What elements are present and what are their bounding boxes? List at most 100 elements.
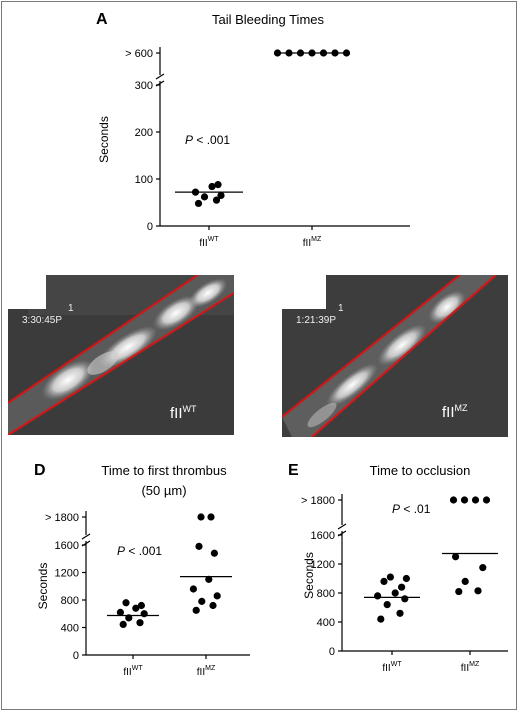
data-point-e-s1 bbox=[452, 553, 460, 561]
data-point-e-s0 bbox=[377, 615, 385, 623]
y-tick-label: 400 bbox=[317, 617, 335, 629]
p-value-annotation: P < .001 bbox=[117, 544, 162, 558]
micrograph-b: 1 3:30:45P fIIWT bbox=[8, 275, 234, 435]
data-point-e-s0 bbox=[391, 589, 399, 597]
data-point-a-s1 bbox=[342, 49, 351, 57]
y-axis-label: Seconds bbox=[302, 552, 316, 599]
data-point-e-s1 bbox=[479, 564, 487, 572]
data-point-a-s1 bbox=[273, 49, 282, 57]
x-tick-label: fIIMZ bbox=[461, 661, 480, 674]
data-point-e-s1 bbox=[482, 496, 491, 504]
panel-label-a: A bbox=[96, 11, 108, 28]
data-point-d-s0 bbox=[137, 601, 145, 610]
data-point-d-s0 bbox=[119, 620, 127, 629]
data-point-e-s1 bbox=[460, 496, 469, 504]
chart-d-plot: 0 400 800 1200 1600 > 1800 Seconds fIIWT fIIMZ P … bbox=[36, 511, 250, 678]
data-point-d-s1 bbox=[198, 597, 206, 605]
data-point-e-s1 bbox=[455, 587, 463, 596]
data-point-a-s0 bbox=[200, 193, 209, 201]
data-point-d-s1 bbox=[207, 513, 215, 521]
data-point-d-s1 bbox=[195, 542, 203, 550]
micrograph-c: 1 1:21:39P fIIMZ bbox=[282, 275, 508, 437]
data-point-a-s0 bbox=[194, 199, 203, 208]
p-value-annotation: P < .01 bbox=[392, 502, 431, 516]
data-point-e-s0 bbox=[380, 577, 388, 585]
data-point-d-s1 bbox=[192, 606, 200, 614]
data-point-e-s0 bbox=[374, 592, 382, 600]
chart-d-title: Time to first thrombus bbox=[101, 463, 227, 478]
y-tick-label: 800 bbox=[61, 595, 79, 607]
data-point-d-s1 bbox=[209, 601, 217, 610]
y-tick-label-capped: > 600 bbox=[125, 48, 153, 60]
chart-a-plot: 0 100 200 300 > 600 Seconds fIIWT fIIMZ P < .001 bbox=[97, 47, 410, 249]
timestamp-b-line2: 3:30:45P bbox=[22, 315, 62, 326]
data-point-d-s0 bbox=[136, 619, 144, 627]
data-point-d-s0 bbox=[122, 599, 130, 607]
data-point-e-s0 bbox=[401, 595, 409, 603]
data-point-e-s0 bbox=[396, 609, 404, 617]
chart-e-title: Time to occlusion bbox=[370, 463, 471, 478]
data-point-e-s1 bbox=[461, 577, 469, 585]
axis-break-mark bbox=[81, 533, 91, 540]
panel-e: E Time to occlusion 0 400 800 1200 1600 > 180… bbox=[288, 462, 508, 674]
y-axis-label: Seconds bbox=[36, 563, 50, 610]
y-tick-label: 200 bbox=[135, 127, 153, 139]
y-tick-label: 1200 bbox=[311, 559, 335, 571]
y-tick-label-capped: > 1800 bbox=[301, 495, 335, 507]
p-value-annotation: P < .001 bbox=[185, 133, 230, 147]
timestamp-c-line1: 1 bbox=[338, 303, 344, 314]
micrograph-c-image: 1 1:21:39P fIIMZ bbox=[282, 275, 508, 437]
genotype-label-b: fIIWT bbox=[170, 404, 197, 422]
micrograph-b-image: 1 3:30:45P fIIWT bbox=[8, 275, 234, 435]
data-point-e-s0 bbox=[402, 574, 410, 583]
x-tick-label: fIIWT bbox=[199, 236, 219, 249]
data-point-a-s0 bbox=[208, 182, 216, 191]
data-point-d-s1 bbox=[189, 585, 197, 593]
data-point-e-s1 bbox=[471, 496, 480, 504]
axis-break-mark bbox=[155, 73, 165, 80]
data-point-a-s0 bbox=[212, 196, 221, 204]
y-tick-label: 1600 bbox=[311, 530, 335, 542]
y-tick-label: 800 bbox=[317, 588, 335, 600]
y-tick-label: 0 bbox=[73, 650, 79, 662]
panel-a: A Tail Bleeding Times 0 100 200 300 > 600 Sec… bbox=[96, 11, 410, 249]
data-point-d-s1 bbox=[205, 575, 213, 583]
y-tick-label: 1200 bbox=[55, 568, 79, 580]
panel-label-d: D bbox=[34, 462, 46, 479]
data-point-d-s0 bbox=[116, 608, 124, 616]
data-point-d-s0 bbox=[140, 610, 148, 618]
axis-break-mark bbox=[337, 523, 347, 530]
panel-label-e: E bbox=[288, 462, 299, 479]
data-point-d-s1 bbox=[210, 549, 218, 557]
x-tick-label: fIIWT bbox=[382, 661, 402, 674]
data-point-e-s1 bbox=[474, 587, 482, 595]
chart-e-plot: 0 400 800 1200 1600 > 1800 Seconds fIIWT fIIMZ P … bbox=[301, 494, 508, 674]
timestamp-b-line1: 1 bbox=[68, 303, 74, 314]
y-tick-label-capped: > 1800 bbox=[45, 512, 79, 524]
y-tick-label: 100 bbox=[135, 174, 153, 186]
y-tick-label: 0 bbox=[147, 221, 153, 233]
y-tick-label: 1600 bbox=[55, 540, 79, 552]
data-point-e-s0 bbox=[383, 601, 391, 609]
x-tick-label: fIIWT bbox=[123, 665, 143, 678]
x-tick-label: fIIMZ bbox=[303, 236, 322, 249]
y-tick-label: 400 bbox=[61, 623, 79, 635]
chart-a-title: Tail Bleeding Times bbox=[212, 12, 324, 27]
y-tick-label: 300 bbox=[135, 80, 153, 92]
data-point-e-s0 bbox=[386, 573, 394, 581]
data-point-d-s1 bbox=[213, 592, 221, 600]
data-point-e-s1 bbox=[449, 496, 458, 504]
panel-d: D Time to first thrombus (50 µm) 0 400 800… bbox=[34, 462, 250, 678]
data-point-a-s0 bbox=[217, 191, 225, 200]
data-point-d-s0 bbox=[132, 604, 140, 612]
chart-d-subtitle: (50 µm) bbox=[141, 483, 186, 498]
data-point-a-s0 bbox=[214, 181, 222, 189]
data-point-e-s0 bbox=[398, 583, 406, 591]
timestamp-c-line2: 1:21:39P bbox=[296, 315, 336, 326]
data-point-d-s1 bbox=[197, 513, 205, 521]
y-axis-label: Seconds bbox=[97, 116, 111, 163]
y-tick-label: 0 bbox=[329, 646, 335, 658]
genotype-label-c: fIIMZ bbox=[442, 403, 468, 421]
x-tick-label: fIIMZ bbox=[197, 665, 216, 678]
